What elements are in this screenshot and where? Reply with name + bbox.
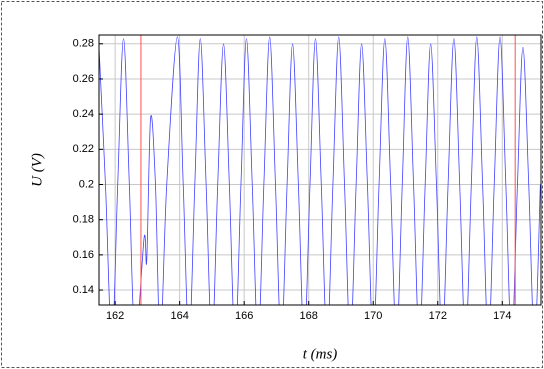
y-tick-label: 0.16 (73, 249, 94, 261)
y-tick-label: 0.18 (73, 214, 94, 226)
marks (99, 35, 541, 305)
x-tick-label: 162 (106, 310, 124, 322)
y-tick-label: 0.22 (73, 143, 94, 155)
y-tick-label: 0.24 (73, 108, 94, 120)
y-tick-label: 0.14 (73, 284, 94, 296)
y-tick-label: 0.2 (79, 178, 94, 190)
x-tick-label: 164 (170, 310, 188, 322)
y-tick-label: 0.28 (73, 38, 94, 50)
x-tick-label: 174 (493, 310, 511, 322)
ticks: 0.14 0.16 0.18 0.2 0.22 0.24 0.26 0.28 162 164 166… (73, 38, 512, 322)
x-tick-label: 166 (235, 310, 253, 322)
x-tick-label: 172 (429, 310, 447, 322)
signal-line (99, 36, 541, 305)
x-tick-label: 170 (364, 310, 382, 322)
y-tick-label: 0.26 (73, 73, 94, 85)
x-tick-label: 168 (300, 310, 318, 322)
y-axis-title: U (V) (29, 153, 45, 187)
x-axis-title: t (ms) (303, 346, 338, 362)
grid (99, 35, 541, 305)
plot-frame (98, 34, 542, 306)
